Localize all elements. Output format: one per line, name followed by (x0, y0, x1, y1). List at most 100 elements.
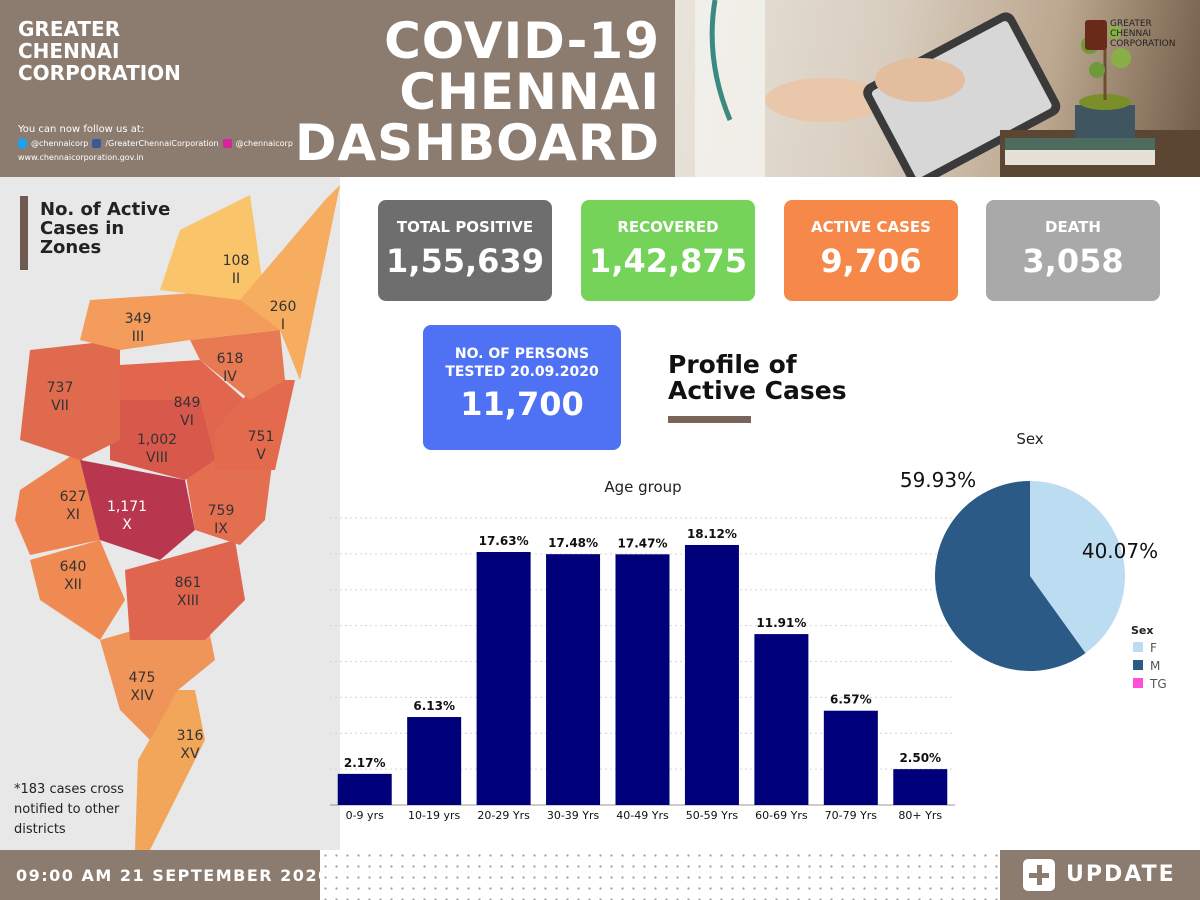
social-links: @chennaicorp /GreaterChennaiCorporation … (18, 139, 293, 148)
zone-title-accent (20, 196, 28, 270)
zone-roman: IV (223, 369, 237, 385)
zone-label-VII: 737 VII (47, 379, 74, 415)
zone-label-X: 1,171 X (107, 498, 147, 534)
zone-label-IX: 759 IX (208, 502, 235, 538)
age-group-bar-chart: Age group 2.17% 0-9 yrs 6.13% 10-19 yrs 17.63… (330, 478, 955, 822)
bar-value-label: 2.50% (899, 751, 941, 765)
organization-name: GREATER CHENNAI CORPORATION (18, 17, 181, 85)
instagram-icon (222, 139, 232, 148)
bar-category-label: 60-69 Yrs (755, 809, 808, 822)
zone-label-XIII: 861 XIII (175, 574, 202, 610)
bar-80+ Yrs (893, 769, 948, 805)
pie-legend-label-M: M (1150, 659, 1160, 673)
zone-map-title: No. of Active Cases in Zones (40, 199, 171, 258)
pie-slice-F (1030, 481, 1125, 654)
twitter-handle[interactable]: @chennaicorp (31, 139, 89, 148)
recovered-label: RECOVERED (617, 218, 719, 236)
pie-value-label-F: 40.07% (1082, 539, 1158, 563)
zone-value: 1,002 (136, 432, 178, 448)
header-photo: GREATER CHENNAI CORPORATION (675, 0, 1200, 177)
zone-label-XI: 627 XI (60, 488, 87, 524)
zone-roman: V (256, 447, 266, 463)
medical-cross-icon (1023, 859, 1055, 891)
zone-label-V: 751 V (248, 428, 275, 464)
bar-category-label: 30-39 Yrs (547, 809, 600, 822)
website-link[interactable]: www.chennaicorporation.gov.in (18, 153, 144, 162)
zone-label-XII: 640 XII (60, 558, 87, 594)
zone-VIII-shape (110, 380, 215, 480)
bar-10-19 yrs (407, 717, 462, 805)
instagram-handle[interactable]: @chennaicorp (235, 139, 293, 148)
bar-60-69 Yrs (754, 634, 809, 805)
bar-category-label: 40-49 Yrs (616, 809, 669, 822)
facebook-handle[interactable]: /GreaterChennaiCorporation (105, 139, 219, 148)
zone-roman: XIII (177, 593, 199, 609)
tested-label: NO. OF PERSONS TESTED 20.09.2020 (445, 346, 599, 380)
zone-X-shape (80, 460, 195, 560)
zone-VI-shape (120, 360, 245, 460)
zone-value: 751 (247, 429, 275, 445)
map-footnote: *183 cases cross notified to other distr… (14, 782, 124, 837)
zone-roman: VI (180, 413, 194, 429)
pie-value-label-M: 59.93% (900, 468, 976, 492)
zone-roman: X (122, 517, 132, 533)
total-positive-card: TOTAL POSITIVE 1,55,639 (378, 200, 552, 301)
zone-label-VI: 849 VI (174, 394, 201, 430)
pie-legend-swatch-F (1133, 642, 1143, 652)
zone-roman: III (131, 329, 145, 345)
bar-category-label: 70-79 Yrs (825, 809, 878, 822)
zone-roman: VII (51, 398, 69, 414)
zone-label-XIV: 475 XIV (129, 669, 156, 705)
pie-legend-title: Sex (1131, 624, 1153, 637)
bar-value-label: 17.63% (479, 534, 529, 548)
zone-value: 618 (216, 351, 244, 367)
pie-legend-label-TG: TG (1149, 677, 1167, 691)
zone-label-IV: 618 IV (217, 350, 244, 386)
zone-XIII-shape (125, 540, 245, 640)
zone-roman: XV (180, 746, 200, 762)
zone-XIV-shape (100, 610, 215, 740)
zone-value: 627 (59, 489, 87, 505)
bar-70-79 Yrs (823, 710, 878, 805)
bar-category-label: 0-9 yrs (346, 809, 384, 822)
bar-category-label: 20-29 Yrs (477, 809, 530, 822)
zone-value: 759 (207, 503, 235, 519)
bar-50-59 Yrs (684, 544, 739, 805)
bar-20-29 Yrs (476, 552, 531, 805)
zone-value: 260 (269, 299, 297, 315)
zone-II-shape (160, 195, 265, 300)
update-label: UPDATE (1066, 862, 1176, 887)
bar-value-label: 18.12% (687, 527, 737, 541)
footer-timestamp-panel (0, 850, 320, 900)
bar-0-9 yrs (337, 773, 392, 805)
zone-value: 861 (174, 575, 202, 591)
zone-roman: XIV (130, 688, 154, 704)
follow-label: You can now follow us at: (18, 124, 145, 135)
tested-value: 11,700 (460, 385, 584, 423)
corporation-seal-icon (1085, 20, 1107, 50)
zone-XV-shape (135, 690, 205, 850)
zone-roman: VIII (146, 450, 168, 466)
zone-value: 640 (59, 559, 87, 575)
corporation-logo-text: GREATER CHENNAI CORPORATION (1110, 19, 1176, 49)
zone-label-VIII: 1,002 VIII (137, 431, 177, 467)
profile-title: Profile of Active Cases (668, 350, 847, 405)
bar-value-label: 17.48% (548, 536, 598, 550)
dashboard-title: COVID-19 CHENNAI DASHBOARD (294, 12, 660, 172)
death-card: DEATH 3,058 (986, 200, 1160, 301)
active-cases-label: ACTIVE CASES (811, 218, 931, 236)
zone-IV-shape (190, 330, 285, 400)
tested-card: NO. OF PERSONS TESTED 20.09.2020 11,700 (423, 325, 621, 450)
pie-slice-M (935, 481, 1086, 671)
zone-label-XV: 316 XV (177, 727, 204, 763)
death-label: DEATH (1045, 218, 1101, 236)
zone-roman: IX (214, 521, 228, 537)
zone-roman: I (280, 317, 286, 333)
active-cases-value: 9,706 (820, 242, 922, 280)
sex-pie-chart: Sex 40.07% 59.93% Sex FM TG (900, 430, 1167, 691)
bar-value-label: 6.57% (830, 693, 872, 707)
zone-map-panel (0, 177, 340, 850)
bar-value-label: 17.47% (618, 536, 668, 550)
zone-value: 849 (173, 395, 201, 411)
doctor-tablet-illustration (695, 0, 1200, 177)
